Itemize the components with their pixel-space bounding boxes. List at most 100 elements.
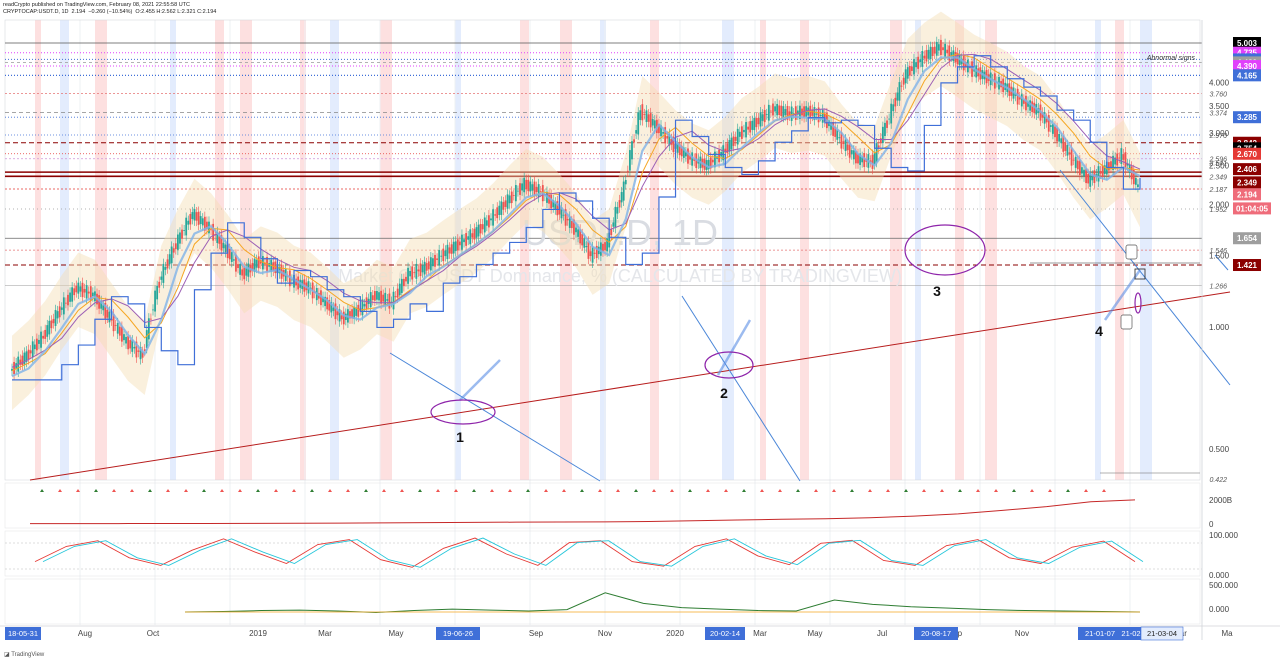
candle-body (776, 103, 779, 116)
candle-body (813, 107, 816, 121)
candle-body (529, 181, 532, 192)
date-tag-label: 20-02-14 (710, 629, 740, 638)
signal-triangle (814, 489, 818, 492)
candle-body (631, 141, 633, 160)
candle-body (1041, 112, 1044, 118)
annotation-label: 2 (720, 385, 728, 401)
candle-body (450, 244, 453, 254)
candle-body (747, 126, 750, 130)
signal-triangle (742, 489, 746, 492)
candle-body (919, 59, 922, 62)
candle-body (13, 361, 15, 375)
candle-body (442, 248, 445, 262)
candle-body (525, 179, 528, 190)
candle-body (859, 153, 861, 165)
candle-body (767, 104, 770, 121)
signal-triangle (490, 489, 494, 492)
price-tag-box (1233, 163, 1261, 176)
signal-triangle (418, 489, 422, 492)
candle-body (519, 183, 521, 195)
candle-body (778, 105, 781, 115)
candle-body (908, 66, 911, 76)
signal-triangle (238, 489, 242, 492)
candle-body (71, 287, 74, 302)
price-tag-label: 4.165 (1237, 71, 1258, 80)
signal-triangle (1102, 489, 1106, 492)
candle-body (40, 331, 42, 348)
y-tick-label: 3.000 (1209, 129, 1230, 138)
candle-body (714, 151, 716, 168)
price-tag-box (1233, 202, 1271, 215)
date-tag-label: 21-02 (1121, 629, 1140, 638)
candle-body (662, 132, 664, 134)
candle-body (796, 110, 799, 115)
price-tag-box (1233, 259, 1261, 272)
candle-body (1074, 157, 1077, 168)
candle-body (691, 152, 694, 166)
candle-body (62, 297, 65, 315)
candle-body (436, 258, 438, 260)
candle-body (834, 126, 837, 137)
candle-body (125, 336, 127, 344)
candle-body (1056, 127, 1058, 142)
candle-body (786, 105, 789, 120)
signal-triangle (652, 489, 656, 492)
candle-body (164, 267, 167, 270)
background-stripe (722, 20, 734, 480)
price-tag-label: 1.421 (1237, 261, 1258, 270)
candle-body (89, 286, 92, 301)
candle-body (251, 263, 254, 271)
candle-body (711, 159, 714, 163)
candle-body (1076, 160, 1079, 170)
candle-body (680, 145, 683, 157)
candle-body (622, 181, 625, 201)
candle-body (616, 207, 619, 214)
candle-body (143, 349, 146, 351)
candle-body (761, 114, 764, 121)
candle-body (11, 368, 13, 371)
candle-body (73, 288, 76, 296)
candle-body (291, 279, 293, 281)
price-tag-label: 4.390 (1237, 62, 1258, 71)
candle-body (1099, 171, 1102, 174)
candle-body (651, 118, 654, 126)
candle-body (363, 304, 366, 307)
candle-body (1107, 162, 1110, 171)
candle-body (108, 311, 111, 323)
candle-body (643, 114, 646, 115)
candle-body (620, 192, 623, 203)
candle-body (320, 290, 322, 306)
candle-body (357, 304, 360, 317)
candle-body (929, 46, 932, 60)
signal-triangle (904, 489, 908, 492)
candle-body (579, 229, 582, 244)
candle-body (1072, 159, 1075, 161)
candle-body (69, 292, 71, 302)
date-tag-box (5, 627, 41, 640)
candle-body (1087, 173, 1090, 184)
candle-body (608, 232, 611, 248)
date-tag-box (436, 627, 480, 640)
chart-header: readCrypto published on TradingView.com,… (3, 2, 219, 16)
candle-body (141, 351, 144, 358)
candle-body (27, 349, 30, 360)
oscillator-d-line (42, 537, 1144, 568)
candle-body (904, 69, 907, 84)
candle-body (1137, 184, 1139, 188)
tradingview-logo[interactable]: ◪ TradingView (4, 651, 44, 658)
price-tag-label: 2.670 (1237, 150, 1258, 159)
candle-body (334, 303, 337, 320)
candle-body (595, 245, 598, 258)
level-lines-layer (5, 42, 1202, 286)
candle-body (782, 106, 785, 117)
candle-body (120, 326, 123, 342)
candle-body (52, 318, 55, 324)
candle-body (1091, 175, 1094, 181)
candle-body (483, 217, 486, 233)
candle-body (390, 301, 393, 303)
candle-body (361, 299, 364, 316)
callout-box-2 (1125, 244, 1138, 260)
candle-body (444, 250, 447, 257)
candle-body (514, 185, 517, 202)
